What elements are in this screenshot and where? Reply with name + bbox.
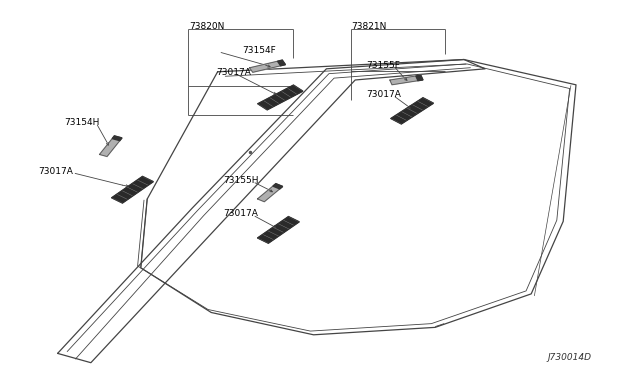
- Text: 73017A: 73017A: [366, 90, 401, 99]
- Polygon shape: [99, 136, 122, 157]
- Polygon shape: [391, 98, 433, 124]
- Polygon shape: [273, 184, 283, 189]
- Text: 73017A: 73017A: [38, 167, 73, 176]
- Text: 73154F: 73154F: [242, 46, 276, 55]
- Text: 73820N: 73820N: [189, 22, 224, 31]
- Text: 73155H: 73155H: [223, 176, 258, 185]
- Text: 73821N: 73821N: [351, 22, 386, 31]
- Polygon shape: [278, 60, 285, 66]
- Polygon shape: [257, 184, 283, 202]
- Polygon shape: [416, 75, 423, 81]
- Polygon shape: [112, 136, 122, 141]
- Polygon shape: [258, 85, 303, 110]
- Text: 73155F: 73155F: [366, 61, 400, 70]
- Text: 73017A: 73017A: [223, 209, 257, 218]
- Polygon shape: [250, 60, 285, 72]
- Text: 73017A: 73017A: [216, 68, 251, 77]
- Text: J730014D: J730014D: [547, 353, 591, 362]
- Polygon shape: [111, 176, 154, 203]
- Polygon shape: [257, 217, 300, 243]
- Text: 73154H: 73154H: [64, 118, 99, 127]
- Polygon shape: [390, 75, 423, 85]
